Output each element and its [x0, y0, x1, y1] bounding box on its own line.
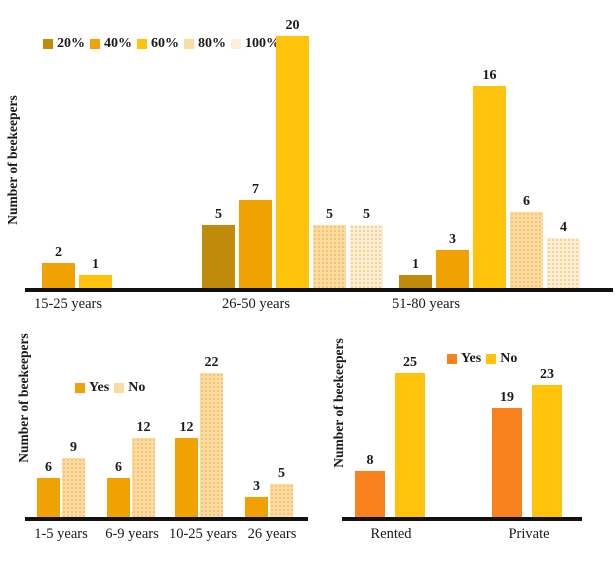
experience-chart-x-axis-line — [25, 517, 308, 521]
legend-swatch-icon — [114, 383, 125, 393]
experience-bar-value-label: 22 — [204, 355, 219, 370]
age-bar-20pct — [399, 275, 432, 288]
legend-swatch-icon — [75, 383, 85, 393]
ownership-bar-value-label: 23 — [540, 367, 554, 382]
ownership-bar-value-label: 8 — [366, 453, 374, 468]
ownership-chart-legend: Yes No — [447, 352, 517, 366]
age-legend-item-100pct: 100% — [231, 37, 280, 51]
age-category-label: 15-25 years — [33, 296, 103, 312]
experience-bar-value-label: 12 — [179, 420, 194, 435]
age-bar-100pct — [350, 225, 383, 288]
ownership-bar-yes — [492, 408, 522, 517]
age-bar-40pct — [436, 250, 469, 288]
ownership-bar-no — [395, 373, 425, 517]
experience-bar-value-label: 6 — [115, 460, 122, 475]
legend-swatch-icon — [137, 39, 147, 49]
experience-legend-item-no: No — [114, 381, 145, 395]
ownership-legend-item-no: No — [486, 352, 517, 366]
age-bar-40pct — [42, 263, 75, 288]
legend-item-label: Yes — [461, 351, 482, 366]
experience-bar-value-label: 9 — [70, 440, 77, 455]
experience-bar-yes — [175, 438, 198, 517]
legend-item-label: No — [500, 351, 518, 366]
legend-swatch-icon — [43, 39, 53, 49]
ownership-legend-item-yes: Yes — [447, 352, 481, 366]
legend-swatch-icon — [486, 354, 497, 364]
experience-chart-y-axis-label: Number of beekeepers — [16, 333, 31, 463]
experience-category-label: 1-5 years — [34, 526, 88, 542]
experience-category-label: 26 years — [247, 526, 297, 542]
age-legend-item-80pct: 80% — [184, 37, 226, 51]
ownership-chart-x-axis-line — [342, 517, 582, 521]
legend-item-label: Yes — [89, 380, 110, 395]
age-bar-value-label: 2 — [55, 245, 62, 260]
age-bar-60pct — [276, 36, 309, 288]
experience-bar-value-label: 5 — [278, 466, 285, 481]
legend-item-label: 20% — [57, 36, 85, 51]
age-chart-x-axis-line — [25, 288, 613, 292]
legend-swatch-icon — [231, 39, 241, 49]
age-bar-80pct — [510, 212, 543, 288]
age-category-label: 51-80 years — [391, 296, 461, 312]
experience-bar-value-label: 12 — [136, 420, 151, 435]
age-bar-value-label: 3 — [449, 232, 456, 247]
age-bar-value-label: 5 — [215, 207, 222, 222]
legend-swatch-icon — [90, 39, 100, 49]
ownership-category-label: Private — [508, 526, 550, 542]
experience-bar-no — [62, 458, 85, 517]
ownership-bar-no — [532, 385, 562, 517]
age-bar-value-label: 16 — [482, 68, 497, 83]
experience-legend-item-yes: Yes — [75, 381, 109, 395]
legend-swatch-icon — [184, 39, 194, 49]
legend-item-label: No — [128, 380, 146, 395]
legend-item-label: 40% — [104, 36, 132, 51]
legend-swatch-icon — [447, 354, 457, 364]
experience-bar-yes — [245, 497, 268, 517]
experience-bar-no — [270, 484, 293, 517]
age-bar-value-label: 5 — [363, 207, 370, 222]
age-bar-20pct — [202, 225, 235, 288]
experience-category-label: 10-25 years — [168, 526, 238, 542]
legend-item-label: 80% — [198, 36, 226, 51]
experience-category-label: 6-9 years — [105, 526, 159, 542]
age-legend-item-60pct: 60% — [137, 37, 179, 51]
experience-bar-yes — [37, 478, 60, 517]
experience-bar-value-label: 6 — [45, 460, 52, 475]
age-chart-legend: 20% 40% 60% 80% 100% — [43, 37, 280, 51]
legend-item-label: 100% — [245, 36, 280, 51]
experience-bar-no — [132, 438, 155, 517]
age-bar-value-label: 1 — [412, 257, 419, 272]
ownership-category-label: Rented — [370, 526, 412, 542]
age-bar-value-label: 6 — [523, 194, 530, 209]
age-bar-100pct — [547, 238, 580, 288]
experience-bar-value-label: 3 — [253, 479, 260, 494]
age-bar-value-label: 4 — [560, 220, 567, 235]
age-bar-value-label: 7 — [252, 182, 259, 197]
age-bar-value-label: 20 — [285, 18, 300, 33]
age-chart-y-axis-label: Number of beekeepers — [5, 95, 20, 225]
age-legend-item-20pct: 20% — [43, 37, 85, 51]
experience-bar-no — [200, 373, 223, 517]
experience-bar-yes — [107, 478, 130, 517]
ownership-bar-yes — [355, 471, 385, 517]
age-bar-value-label: 1 — [92, 257, 99, 272]
age-bar-60pct — [79, 275, 112, 288]
age-legend-item-40pct: 40% — [90, 37, 132, 51]
legend-item-label: 60% — [151, 36, 179, 51]
age-category-label: 26-50 years — [221, 296, 291, 312]
age-bar-40pct — [239, 200, 272, 288]
age-bar-value-label: 5 — [326, 207, 333, 222]
ownership-bar-value-label: 19 — [500, 390, 514, 405]
age-bar-60pct — [473, 86, 506, 288]
experience-chart-legend: Yes No — [75, 381, 145, 395]
ownership-bar-value-label: 25 — [403, 355, 417, 370]
age-bar-80pct — [313, 225, 346, 288]
